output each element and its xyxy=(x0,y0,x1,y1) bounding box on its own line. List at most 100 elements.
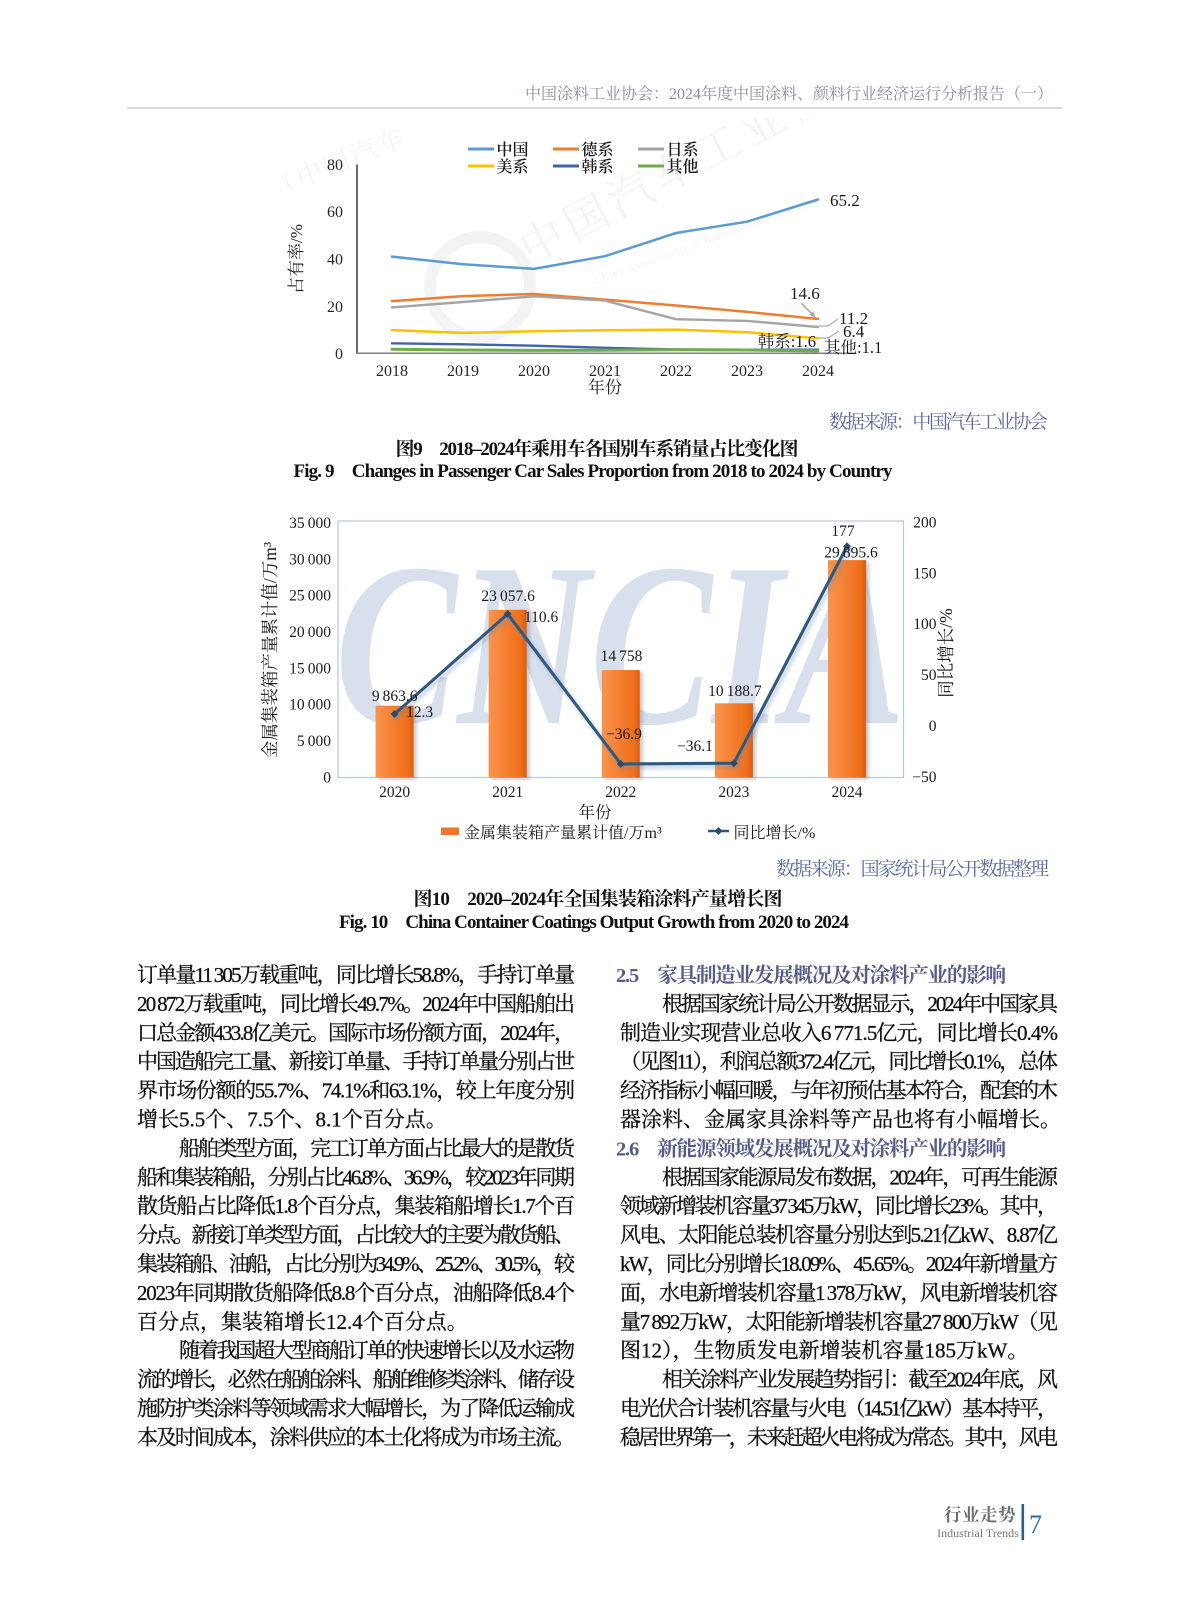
svg-text:中国涂料工业协会：2024年度中国涂料、颜料行业经济运行分析: 中国涂料工业协会：2024年度中国涂料、颜料行业经济运行分析报告（一） xyxy=(525,84,1053,103)
svg-text:行业走势: 行业走势 xyxy=(944,1505,1016,1525)
svg-text:0: 0 xyxy=(323,769,331,786)
svg-text:集装箱船、油船，占比分别为34.9%、25.2%、30.5%: 集装箱船、油船，占比分别为34.9%、25.2%、30.5%，较 xyxy=(137,1252,576,1277)
svg-text:数据来源：国家统计局公开数据整理: 数据来源：国家统计局公开数据整理 xyxy=(776,858,1049,880)
svg-text:占有率/%: 占有率/% xyxy=(287,224,306,294)
svg-text:2019: 2019 xyxy=(447,363,479,380)
svg-text:14 758: 14 758 xyxy=(601,648,643,665)
svg-text:百分点，集装箱增长12.4个百分点。: 百分点，集装箱增长12.4个百分点。 xyxy=(137,1310,468,1335)
svg-text:9 863.6: 9 863.6 xyxy=(372,688,418,705)
svg-text:施防护类涂料等领域需求大幅增长，为了降低运输成: 施防护类涂料等领域需求大幅增长，为了降低运输成 xyxy=(137,1397,575,1422)
svg-text:2020: 2020 xyxy=(379,784,410,801)
svg-text:2022: 2022 xyxy=(660,363,692,380)
svg-text:12.3: 12.3 xyxy=(406,704,433,721)
svg-text:29 895.6: 29 895.6 xyxy=(824,545,878,562)
svg-text:Industrial Trends: Industrial Trends xyxy=(937,1526,1019,1540)
svg-text:80: 80 xyxy=(327,157,343,174)
svg-text:−50: −50 xyxy=(912,769,936,786)
svg-text:中国: 中国 xyxy=(497,141,529,159)
svg-text:德系: 德系 xyxy=(582,141,614,159)
svg-text:船和集装箱船，分别占比46.8%、36.9%，较2023年同: 船和集装箱船，分别占比46.8%、36.9%，较2023年同期 xyxy=(137,1165,575,1190)
svg-text:23 057.6: 23 057.6 xyxy=(481,588,535,605)
svg-text:同比增长/%: 同比增长/% xyxy=(734,824,816,842)
svg-text:65.2: 65.2 xyxy=(830,191,860,210)
svg-text:（见图11），利润总额372.4亿元，同比增长0.1%，总体: （见图11），利润总额372.4亿元，同比增长0.1%，总体 xyxy=(620,1050,1058,1075)
svg-text:35 000: 35 000 xyxy=(289,515,331,532)
svg-text:14.6: 14.6 xyxy=(790,284,820,303)
svg-text:制造业实现营业总收入6 771.5亿元，同比增长0.4%: 制造业实现营业总收入6 771.5亿元，同比增长0.4% xyxy=(620,1021,1058,1046)
svg-text:2024: 2024 xyxy=(802,363,834,380)
svg-text:20 000: 20 000 xyxy=(289,624,331,641)
svg-text:金属集装箱产量累计值/万m³: 金属集装箱产量累计值/万m³ xyxy=(260,542,280,758)
svg-text:金属集装箱产量累计值/万m³: 金属集装箱产量累计值/万m³ xyxy=(464,824,662,842)
svg-text:Fig. 9 Changes in Passenger Ca: Fig. 9 Changes in Passenger Car Sales Pr… xyxy=(294,461,894,482)
svg-text:40: 40 xyxy=(327,252,343,269)
svg-text:图9 2018–2024年乘用车各国别车系销量占比变化图: 图9 2018–2024年乘用车各国别车系销量占比变化图 xyxy=(396,437,799,460)
svg-text:15 000: 15 000 xyxy=(289,660,331,677)
svg-text:散货船占比降低1.8个百分点，集装箱船增长1.7个百: 散货船占比降低1.8个百分点，集装箱船增长1.7个百 xyxy=(137,1194,575,1219)
svg-text:船舶类型方面，完工订单方面占比最大的是散货: 船舶类型方面，完工订单方面占比最大的是散货 xyxy=(179,1136,577,1161)
svg-text:年份: 年份 xyxy=(579,802,613,822)
svg-text:100: 100 xyxy=(913,616,937,633)
svg-text:数据来源：中国汽车工业协会: 数据来源：中国汽车工业协会 xyxy=(829,411,1048,433)
svg-text:根据国家统计局公开数据显示，2024年中国家具: 根据国家统计局公开数据显示，2024年中国家具 xyxy=(662,992,1059,1017)
svg-text:2021: 2021 xyxy=(492,784,523,801)
svg-text:2.6 新能源领域发展概况及对涂料产业的影响: 2.6 新能源领域发展概况及对涂料产业的影响 xyxy=(616,1137,1006,1160)
svg-text:0: 0 xyxy=(929,718,937,735)
svg-text:器涂料、金属家具涂料等产品也将有小幅增长。: 器涂料、金属家具涂料等产品也将有小幅增长。 xyxy=(620,1108,1061,1132)
svg-text:10 188.7: 10 188.7 xyxy=(708,683,762,700)
svg-text:2022: 2022 xyxy=(605,784,636,801)
svg-text:图12），生物质发电新增装机容量185万kW。: 图12），生物质发电新增装机容量185万kW。 xyxy=(620,1339,1028,1364)
svg-text:韩系:1.6: 韩系:1.6 xyxy=(758,332,816,351)
svg-text:0: 0 xyxy=(335,346,343,363)
svg-text:界市场份额的55.7%、74.1%和63.1%，较上年度分别: 界市场份额的55.7%、74.1%和63.1%，较上年度分别 xyxy=(137,1079,575,1104)
svg-text:2024: 2024 xyxy=(832,784,863,801)
svg-text:10 000: 10 000 xyxy=(289,697,331,714)
svg-text:−36.1: −36.1 xyxy=(677,738,713,755)
svg-text:口总金额433.8亿美元。国际市场份额方面，2024年，: 口总金额433.8亿美元。国际市场份额方面，2024年， xyxy=(137,1021,575,1046)
svg-text:2018: 2018 xyxy=(376,363,408,380)
svg-text:风电、太阳能总装机容量分别达到5.21亿kW、8.87亿: 风电、太阳能总装机容量分别达到5.21亿kW、8.87亿 xyxy=(620,1223,1058,1247)
svg-text:30 000: 30 000 xyxy=(289,551,331,568)
svg-text:25 000: 25 000 xyxy=(289,588,331,605)
svg-text:5 000: 5 000 xyxy=(297,733,331,750)
svg-text:图10 2020–2024年全国集装箱涂料产量增长图: 图10 2020–2024年全国集装箱涂料产量增长图 xyxy=(414,887,783,910)
svg-text:2020: 2020 xyxy=(518,363,550,380)
svg-text:2023: 2023 xyxy=(731,363,763,380)
svg-text:200: 200 xyxy=(913,515,937,532)
svg-text:日系: 日系 xyxy=(667,141,699,159)
svg-text:50: 50 xyxy=(921,667,937,684)
svg-text:订单量11 305万载重吨，同比增长58.8%，手持订单量: 订单量11 305万载重吨，同比增长58.8%，手持订单量 xyxy=(137,963,575,988)
svg-text:2023: 2023 xyxy=(718,784,749,801)
svg-text:−36.9: −36.9 xyxy=(606,726,642,743)
svg-text:20 872万载重吨，同比增长49.7%。2024年中国船舶: 20 872万载重吨，同比增长49.7%。2024年中国船舶出 xyxy=(137,992,575,1017)
svg-text:韩系: 韩系 xyxy=(582,157,614,176)
svg-text:60: 60 xyxy=(327,204,343,221)
svg-text:领域新增装机容量37 345万kW，同比增长23%。其中，: 领域新增装机容量37 345万kW，同比增长23%。其中， xyxy=(620,1194,1058,1219)
svg-text:面，水电新增装机容量1 378万kW，风电新增装机容: 面，水电新增装机容量1 378万kW，风电新增装机容 xyxy=(620,1281,1058,1306)
svg-text:本及时间成本，涂料供应的本土化将成为市场主流。: 本及时间成本，涂料供应的本土化将成为市场主流。 xyxy=(137,1425,575,1450)
svg-text:同比增长/%: 同比增长/% xyxy=(936,608,956,697)
svg-text:经济指标小幅回暖，与年初预估基本符合，配套的木: 经济指标小幅回暖，与年初预估基本符合，配套的木 xyxy=(620,1079,1058,1104)
svg-text:中国造船完工量、新接订单量、手持订单量分别占世: 中国造船完工量、新接订单量、手持订单量分别占世 xyxy=(137,1050,575,1074)
svg-text:110.6: 110.6 xyxy=(524,609,559,626)
svg-text:流的增长，必然在船舶涂料、船舶维修类涂料、储存设: 流的增长，必然在船舶涂料、船舶维修类涂料、储存设 xyxy=(137,1368,575,1393)
svg-text:2021: 2021 xyxy=(589,363,621,380)
svg-text:20: 20 xyxy=(327,299,343,316)
svg-text:根据国家能源局发布数据，2024年，可再生能源: 根据国家能源局发布数据，2024年，可再生能源 xyxy=(662,1165,1059,1190)
svg-text:增长5.5个、7.5个、8.1个百分点。: 增长5.5个、7.5个、8.1个百分点。 xyxy=(137,1108,447,1132)
svg-text:Fig. 10 China Container Coatin: Fig. 10 China Container Coatings Output … xyxy=(339,912,850,933)
svg-text:2.5 家具制造业发展概况及对涂料产业的影响: 2.5 家具制造业发展概况及对涂料产业的影响 xyxy=(616,963,1006,987)
svg-text:分点。新接订单类型方面，占比较大的主要为散货船、: 分点。新接订单类型方面，占比较大的主要为散货船、 xyxy=(137,1223,575,1248)
svg-text:相关涂料产业发展趋势指引：截至2024年底，风: 相关涂料产业发展趋势指引：截至2024年底，风 xyxy=(662,1368,1058,1393)
svg-text:2023年同期散货船降低8.8个百分点，油船降低8.4个: 2023年同期散货船降低8.8个百分点，油船降低8.4个 xyxy=(137,1281,575,1306)
svg-text:美系: 美系 xyxy=(497,158,529,176)
svg-text:11.2: 11.2 xyxy=(839,309,868,328)
svg-text:电光伏合计装机容量与火电（14.51亿kW）基本持平，: 电光伏合计装机容量与火电（14.51亿kW）基本持平， xyxy=(620,1397,1058,1422)
svg-text:6.4: 6.4 xyxy=(843,322,865,341)
svg-text:稳居世界第一，未来赶超火电将成为常态。其中，风电: 稳居世界第一，未来赶超火电将成为常态。其中，风电 xyxy=(620,1425,1058,1450)
svg-text:其他:1.1: 其他:1.1 xyxy=(824,338,882,357)
svg-text:其他: 其他 xyxy=(667,158,699,176)
svg-text:150: 150 xyxy=(913,565,937,582)
svg-text:kW，同比分别增长18.09%、45.65%。2024年新增: kW，同比分别增长18.09%、45.65%。2024年新增量方 xyxy=(620,1252,1058,1277)
svg-text:177: 177 xyxy=(831,523,855,540)
